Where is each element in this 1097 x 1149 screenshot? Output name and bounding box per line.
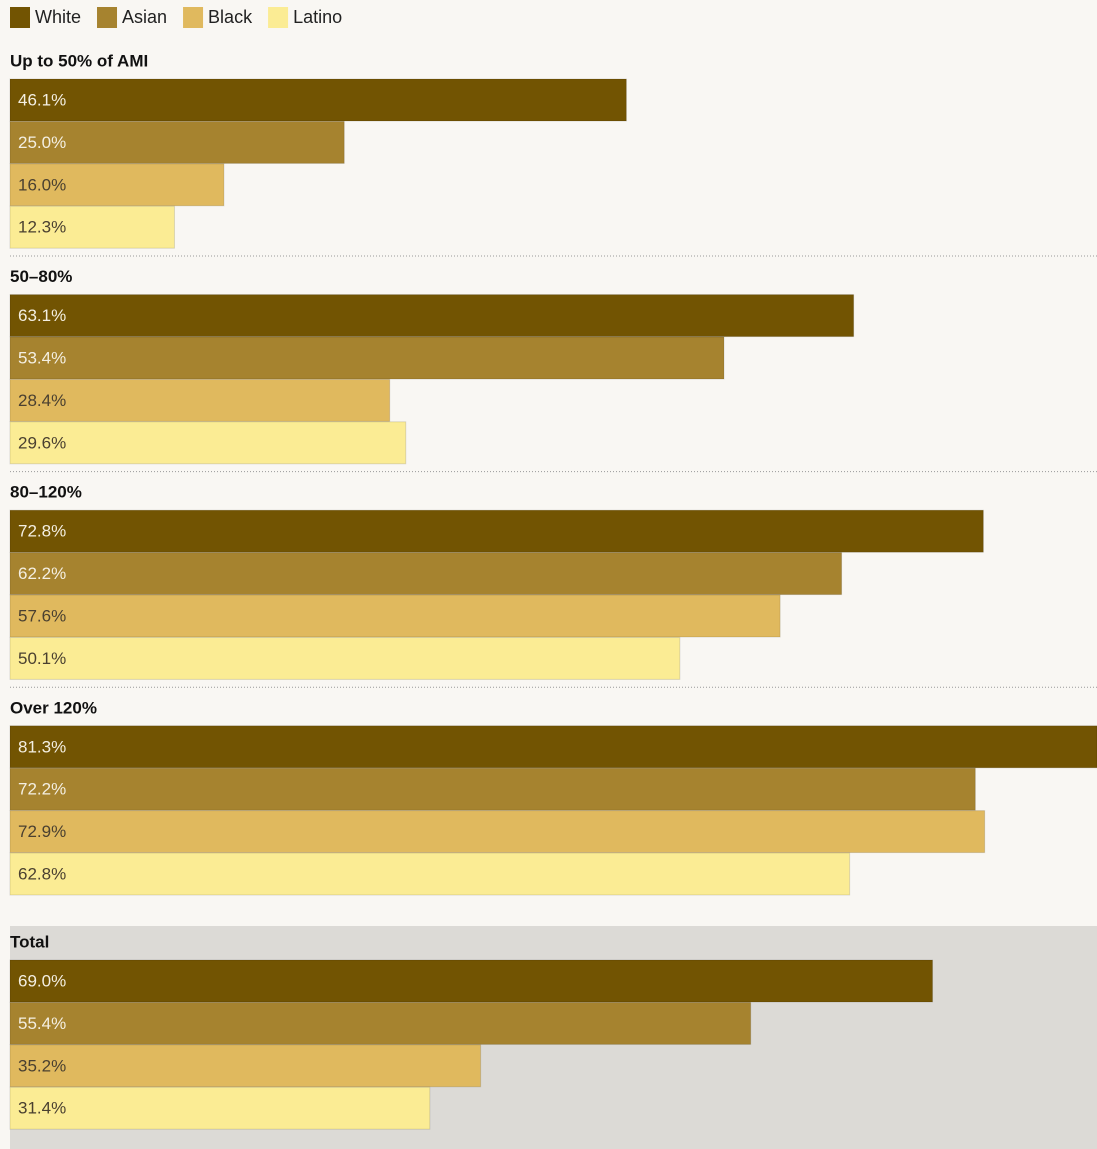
value-label: 55.4% — [18, 1014, 66, 1033]
legend-label: Latino — [293, 7, 342, 27]
group-title: Over 120% — [10, 698, 97, 717]
value-label: 16.0% — [18, 175, 66, 194]
value-label: 62.2% — [18, 564, 66, 583]
bar — [9, 852, 851, 896]
bar — [9, 509, 984, 553]
bar — [9, 1044, 482, 1088]
value-label: 12.3% — [18, 218, 66, 237]
legend-swatch — [268, 7, 289, 28]
bar — [9, 78, 627, 122]
value-label: 72.9% — [18, 822, 66, 841]
legend-label: White — [35, 7, 81, 27]
value-label: 29.6% — [18, 433, 66, 452]
group-title: 80–120% — [10, 483, 82, 502]
bar — [9, 205, 175, 249]
bar — [9, 294, 855, 338]
group-title: Up to 50% of AMI — [10, 51, 148, 70]
bar — [9, 1086, 431, 1130]
bar — [9, 421, 407, 465]
bar — [9, 767, 976, 811]
bar — [9, 336, 725, 380]
value-label: 72.8% — [18, 522, 66, 541]
bar — [9, 636, 681, 680]
legend-label: Black — [208, 7, 253, 27]
group-title: Total — [10, 932, 49, 951]
bar — [9, 552, 843, 596]
value-label: 31.4% — [18, 1099, 66, 1118]
bar — [9, 120, 345, 164]
group-title: 50–80% — [10, 267, 72, 286]
value-label: 72.2% — [18, 780, 66, 799]
value-label: 25.0% — [18, 133, 66, 152]
value-label: 35.2% — [18, 1056, 66, 1075]
value-label: 46.1% — [18, 90, 66, 109]
value-label: 62.8% — [18, 864, 66, 883]
value-label: 69.0% — [18, 971, 66, 990]
value-label: 57.6% — [18, 606, 66, 625]
bar — [9, 594, 781, 638]
bar — [9, 959, 934, 1003]
bar — [9, 163, 225, 207]
value-label: 28.4% — [18, 391, 66, 410]
legend-swatch — [10, 7, 30, 28]
bar — [9, 1001, 752, 1045]
legend-label: Asian — [122, 7, 167, 27]
value-label: 50.1% — [18, 649, 66, 668]
value-label: 53.4% — [18, 348, 66, 367]
value-label: 63.1% — [18, 306, 66, 325]
bar — [9, 810, 986, 854]
bar — [9, 725, 1097, 769]
value-label: 81.3% — [18, 737, 66, 756]
legend-swatch — [183, 7, 204, 28]
legend-swatch — [97, 7, 118, 28]
bar — [9, 378, 391, 422]
